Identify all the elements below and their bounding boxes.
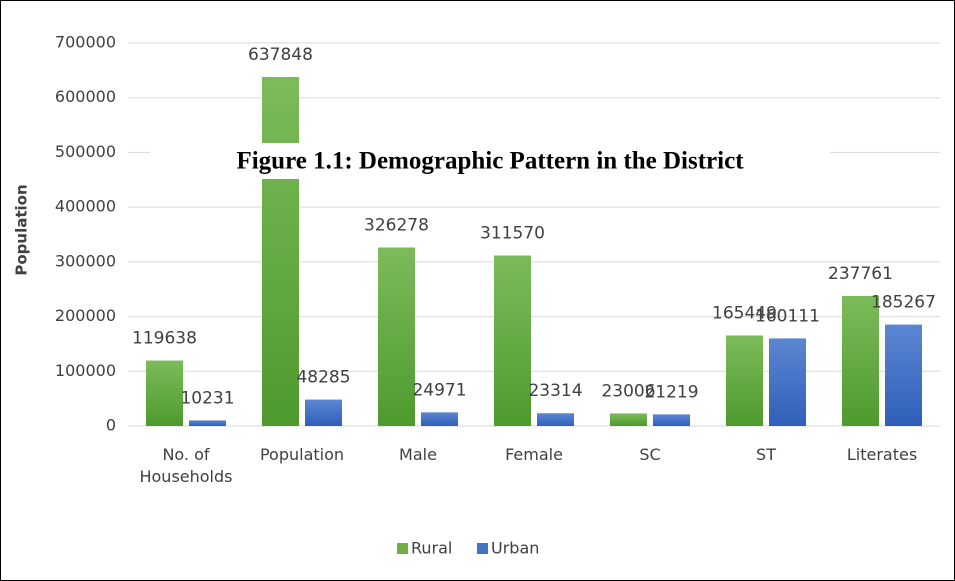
- data-label: 160111: [755, 306, 820, 326]
- bar: [537, 413, 574, 426]
- bar: [885, 324, 922, 426]
- x-tick-label: Female: [505, 445, 563, 464]
- legend-swatch: [397, 543, 408, 554]
- y-tick-label: 500000: [55, 142, 116, 161]
- bar: [262, 77, 299, 427]
- x-tick-container: SC: [639, 445, 661, 464]
- y-tick-label: 600000: [55, 87, 116, 106]
- legend-swatch: [477, 543, 488, 554]
- bar: [421, 412, 458, 426]
- y-tick-label: 400000: [55, 197, 116, 216]
- x-tick-container: Population: [259, 445, 345, 464]
- x-tick-container: ST: [756, 445, 776, 464]
- data-label: 119638: [132, 329, 197, 349]
- x-tick-label: Male: [399, 445, 437, 464]
- legend-label: Rural: [411, 539, 452, 558]
- x-tick-label: Literates: [846, 445, 918, 464]
- bar: [189, 420, 226, 426]
- x-tick-label: No. of Households: [139, 445, 233, 486]
- bar: [769, 338, 806, 426]
- data-label: 165449: [712, 303, 777, 323]
- x-tick-container: Female: [505, 445, 563, 464]
- data-label: 311570: [480, 224, 545, 244]
- bar: [146, 360, 183, 426]
- data-label: 23314: [528, 381, 582, 401]
- bar: [726, 335, 763, 426]
- legend-label: Urban: [491, 539, 539, 558]
- y-axis-title: Population: [13, 184, 31, 275]
- x-tick-label: SC: [639, 445, 661, 464]
- x-tick-container: Male: [399, 445, 437, 464]
- y-tick-label: 0: [106, 416, 116, 435]
- y-tick-label: 200000: [55, 306, 116, 325]
- chart-title: Figure 1.1: Demographic Pattern in the D…: [236, 148, 744, 175]
- data-label: 48285: [296, 368, 350, 388]
- bar: [378, 247, 415, 426]
- data-label: 185267: [871, 293, 936, 313]
- data-label: 23006: [601, 381, 655, 401]
- bar: [305, 399, 342, 426]
- data-label: 237761: [828, 264, 893, 284]
- x-tick-label: Population: [259, 445, 345, 464]
- data-label: 10231: [180, 388, 234, 408]
- bar: [842, 295, 879, 426]
- x-tick-label: ST: [756, 445, 776, 464]
- x-tick-container: Literates: [846, 445, 918, 464]
- y-tick-label: 700000: [55, 33, 116, 52]
- x-tick-container: No. of Households: [139, 445, 233, 486]
- data-label: 326278: [364, 215, 429, 235]
- y-tick-label: 300000: [55, 251, 116, 270]
- data-label: 21219: [644, 382, 698, 402]
- bar: [610, 413, 647, 426]
- title-box: [150, 143, 830, 179]
- bar: [494, 255, 531, 426]
- bar: [653, 414, 690, 426]
- data-label: 637848: [248, 45, 313, 65]
- data-label: 24971: [412, 380, 466, 400]
- y-tick-label: 100000: [55, 361, 116, 380]
